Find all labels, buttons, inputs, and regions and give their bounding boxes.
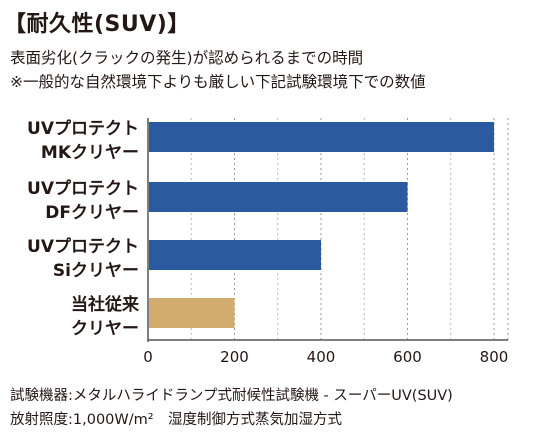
category-label: 当社従来 [71,294,140,315]
bar [149,240,321,270]
bar-chart: UVプロテクト MKクリヤー UVプロテクト DFクリヤー UVプロテクト Siクリヤー当… [27,118,509,366]
category-label: UVプロテクト [27,236,139,257]
category-label: UVプロテクト [27,178,139,199]
x-tick-label: 400 [307,348,336,366]
x-tick-label: 0 [143,348,153,366]
chart-note: ※一般的な自然環境下よりも厳しい下記試験環境下での数値 [10,73,426,91]
category-label: MKクリヤー [41,143,139,163]
test-conditions-note: 放射照度:1,000W/m² 湿度制御方式蒸気加湿方式 [10,412,343,428]
x-tick-label: 200 [220,348,249,366]
chart-subtitle: 表面劣化(クラックの発生)が認められるまでの時間 [10,49,364,67]
category-label: Siクリヤー [53,261,139,281]
bar [149,122,494,152]
x-tick-label: 800 [480,348,509,366]
bar [149,182,408,212]
category-label: DFクリヤー [45,203,139,223]
category-label: クリヤー [71,319,139,339]
x-tick-label: 600 [393,348,422,366]
category-label: UVプロテクト [27,118,139,139]
chart-title: 【耐久性(SUV)】 [4,12,190,37]
test-equipment-note: 試験機器:メタルハライドランプ式耐候性試験機 - スーパーUV(SUV) [10,388,453,404]
bar [149,298,235,328]
